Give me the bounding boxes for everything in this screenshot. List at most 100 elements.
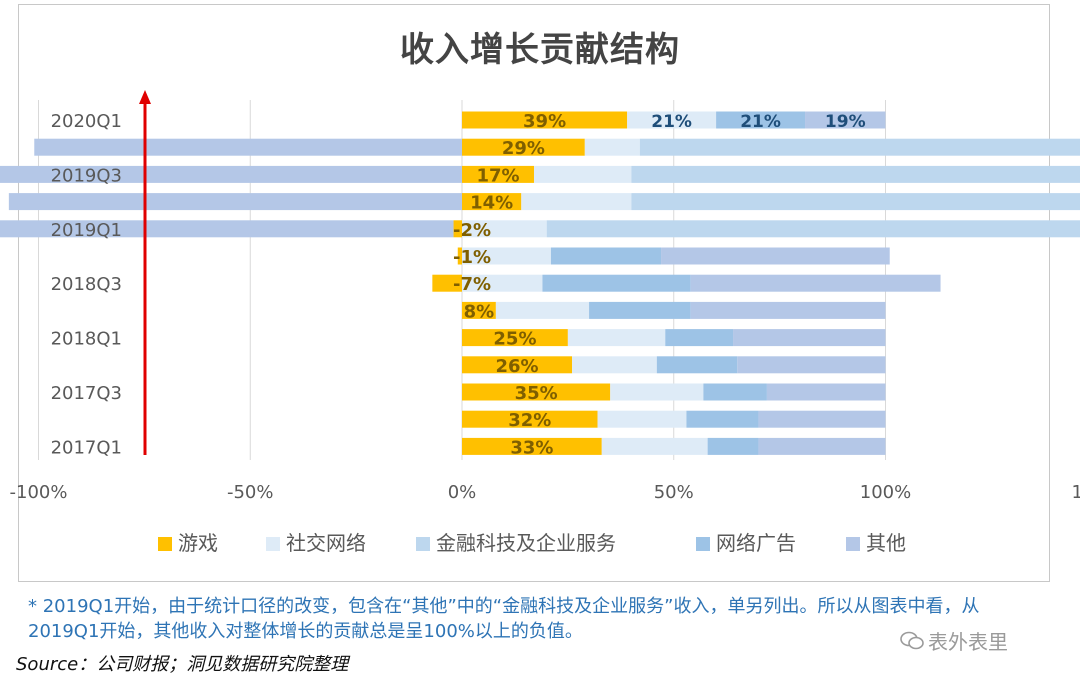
bar-3-2018Q3 [542,274,691,292]
x-tick-label: -100% [10,482,68,503]
x-tick-label: 150% [1072,482,1080,503]
bar-0-2019Q4 [462,138,585,156]
data-label-game: 33% [510,437,553,458]
bar-0-2019Q1 [453,220,462,238]
data-label-game: 25% [493,329,536,350]
data-label-game: 17% [476,165,519,186]
watermark: 表外表里 [900,626,1008,655]
data-label-game: 35% [515,383,558,404]
y-tick-label: 2017Q1 [51,437,122,458]
y-tick-label: 2019Q1 [51,220,122,241]
data-label-game: 39% [523,111,566,132]
bar-4-2017Q1 [758,437,886,455]
x-tick-label: 50% [654,482,694,503]
data-label-2020q1: 19% [825,112,866,132]
bar-4-2019Q2 [8,193,462,211]
bar-4-2020Q1 [805,111,886,129]
bar-0-2018Q4 [457,247,462,265]
x-tick-label: -50% [227,482,274,503]
legend-label: 其他 [866,531,906,555]
bar-4-2017Q4 [737,356,886,374]
legend-swatch [416,537,430,551]
legend-swatch [696,537,710,551]
bar-4-2018Q3 [690,274,941,292]
bar-2-2019Q2 [631,193,1080,211]
bar-3-2020Q1 [716,111,806,129]
bar-1-2020Q1 [627,111,717,129]
bar-1-2017Q2 [597,410,687,428]
bar-1-2019Q1 [462,220,547,238]
bar-0-2019Q3 [462,165,534,183]
data-label-game: -2% [453,220,491,241]
bar-3-2018Q1 [665,329,734,347]
legend-label: 社交网络 [286,531,366,555]
bar-1-2018Q1 [567,329,666,347]
bar-4-2018Q4 [661,247,890,265]
bar-1-2019Q3 [533,165,632,183]
legend-label: 金融科技及企业服务 [436,531,616,555]
bar-3-2017Q4 [656,356,738,374]
data-label-2020q1: 21% [651,112,692,132]
bar-0-2018Q1 [462,329,568,347]
bar-0-2018Q3 [432,274,462,292]
bar-1-2018Q4 [462,247,551,265]
wechat-icon [900,631,924,651]
bar-0-2020Q1 [462,111,628,129]
bar-4-2019Q4 [34,138,462,156]
data-label-game: -7% [453,274,491,295]
bar-2-2019Q3 [631,165,1080,183]
data-label-game: 14% [470,193,513,214]
data-label-2020q1: 21% [740,112,781,132]
bar-4-2019Q1 [0,220,454,238]
bar-1-2017Q1 [601,437,708,455]
legend-swatch [846,537,860,551]
legend-swatch [266,537,280,551]
bar-0-2017Q2 [462,410,598,428]
bar-4-2019Q3 [0,165,462,183]
bar-3-2018Q4 [550,247,662,265]
stacked-bar-chart: -150%-100%-50%0%50%100%150%200%250%33%32… [0,90,1080,555]
bar-0-2019Q2 [462,193,522,211]
legend-swatch [158,537,172,551]
data-label-game: 32% [508,410,551,431]
bar-4-2017Q3 [766,383,886,401]
bar-4-2017Q2 [758,410,886,428]
footnote: * 2019Q1开始，由于统计口径的改变，包含在“其他”中的“金融科技及企业服务… [28,596,980,642]
bar-4-2018Q2 [690,301,886,319]
data-label-game: 8% [464,301,495,322]
bar-3-2018Q2 [589,301,691,319]
bar-1-2018Q2 [495,301,590,319]
data-label-game: -1% [453,247,491,268]
bar-0-2017Q3 [462,383,611,401]
chart-title: 收入增长贡献结构 [400,30,680,70]
bar-1-2017Q4 [572,356,657,374]
y-tick-label: 2017Q3 [51,383,122,404]
bar-1-2017Q3 [610,383,704,401]
bar-3-2017Q1 [707,437,759,455]
source-line: Source：公司财报；洞见数据研究院整理 [16,654,349,675]
bar-2-2019Q1 [546,220,1080,238]
bar-1-2019Q2 [521,193,632,211]
bar-0-2018Q2 [462,301,496,319]
legend-label: 网络广告 [716,531,796,555]
trend-arrow-head [139,90,151,104]
x-tick-label: 100% [860,482,911,503]
data-label-game: 26% [496,356,539,377]
chart-frame [18,4,1050,582]
bar-0-2017Q4 [462,356,573,374]
data-label-game: 29% [502,138,545,159]
bar-2-2019Q4 [639,138,1080,156]
bar-4-2018Q1 [733,329,886,347]
bar-3-2017Q2 [686,410,759,428]
y-tick-label: 2018Q1 [51,329,122,350]
bar-0-2017Q1 [462,437,602,455]
bar-3-2017Q3 [703,383,767,401]
y-tick-label: 2019Q3 [51,165,122,186]
watermark-text: 表外表里 [928,630,1008,654]
bar-1-2018Q3 [462,274,543,292]
bar-1-2019Q4 [584,138,640,156]
y-tick-label: 2018Q3 [51,274,122,295]
x-tick-label: 0% [448,482,477,503]
legend-label: 游戏 [178,531,218,555]
y-tick-label: 2020Q1 [51,111,122,132]
